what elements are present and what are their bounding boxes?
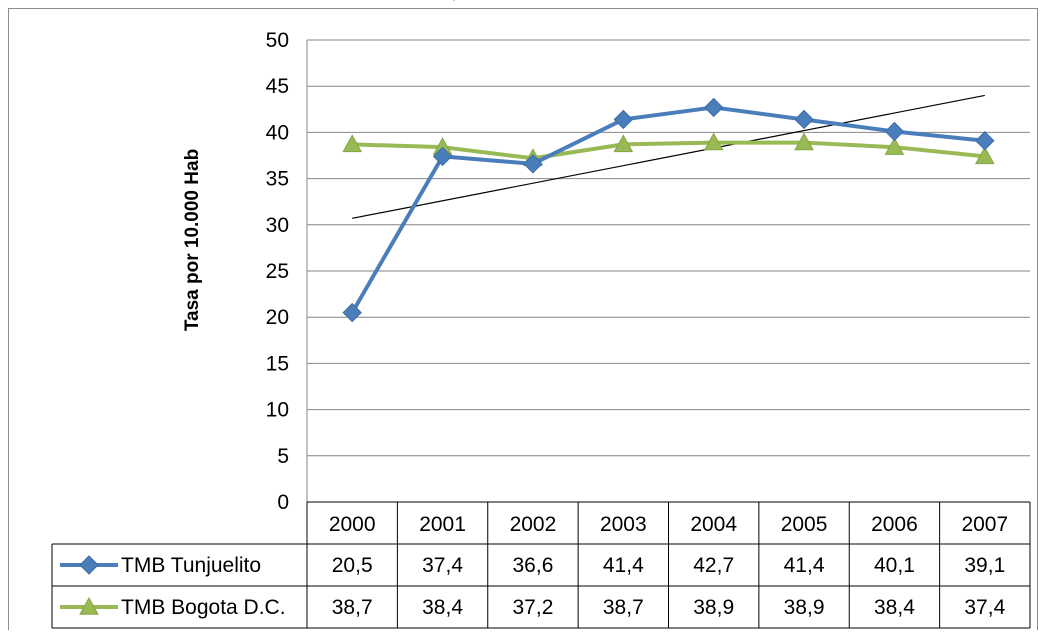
trendline bbox=[352, 94, 985, 219]
data-point bbox=[794, 132, 814, 151]
data-table: 2000 2001 2002 2003 2004 2005 2006 2007 TMB Tunj… bbox=[51, 501, 1031, 629]
data-label: 37,4 bbox=[422, 554, 463, 577]
y-tick-label: 45 bbox=[266, 75, 289, 98]
y-tick-label: 30 bbox=[266, 214, 289, 237]
x-tick-label: 2001 bbox=[419, 513, 466, 536]
x-tick-label: 2003 bbox=[600, 513, 647, 536]
legend-marker bbox=[79, 555, 99, 575]
series-0 bbox=[342, 97, 995, 323]
chart-frame bbox=[8, 8, 1038, 630]
data-label: 38,7 bbox=[332, 596, 373, 619]
data-point bbox=[342, 302, 362, 323]
data-label: 38,7 bbox=[603, 596, 644, 619]
data-point bbox=[523, 154, 543, 174]
data-label: 37,4 bbox=[964, 596, 1005, 619]
y-tick-label: 5 bbox=[277, 445, 289, 468]
x-tick-label: 2004 bbox=[690, 513, 737, 536]
data-label: 20,5 bbox=[332, 554, 373, 577]
data-point bbox=[342, 134, 363, 153]
y-tick-label: 35 bbox=[266, 168, 289, 191]
data-label: 38,4 bbox=[422, 596, 463, 619]
data-label: 42,7 bbox=[693, 554, 734, 577]
y-tick-label: 10 bbox=[266, 399, 289, 422]
data-point bbox=[794, 109, 814, 130]
header-strip bbox=[80, 0, 1044, 8]
data-point bbox=[884, 137, 905, 155]
x-tick-label: 2007 bbox=[961, 513, 1008, 536]
x-tick-label: 2006 bbox=[871, 513, 918, 536]
data-point bbox=[975, 131, 995, 151]
x-tick-label: 2005 bbox=[781, 513, 828, 536]
data-point bbox=[613, 134, 634, 153]
data-label: 39,1 bbox=[964, 554, 1005, 577]
y-tick-label: 50 bbox=[266, 29, 289, 52]
data-label: 41,4 bbox=[784, 554, 825, 577]
trendline-line bbox=[352, 94, 985, 219]
data-label: 40,1 bbox=[874, 554, 915, 577]
y-tick-label: 20 bbox=[266, 306, 289, 329]
data-point bbox=[703, 132, 724, 151]
legend-entry: TMB Tunjuelito bbox=[60, 554, 261, 577]
x-tick-label: 2000 bbox=[329, 513, 376, 536]
legend-marker bbox=[79, 596, 99, 615]
y-axis-label: Tasa por 10.000 Hab bbox=[182, 149, 203, 331]
y-tick-label: 15 bbox=[266, 352, 289, 375]
legend-label: TMB Bogota D.C. bbox=[121, 596, 286, 619]
series-line bbox=[352, 140, 986, 161]
legend-entry: TMB Bogota D.C. bbox=[60, 596, 286, 619]
data-label: 37,2 bbox=[513, 596, 554, 619]
data-point bbox=[613, 109, 634, 130]
data-label: 41,4 bbox=[603, 554, 644, 577]
y-axis-ticks: 0 5 10 15 20 25 30 35 40 45 50 bbox=[266, 29, 289, 514]
series-line bbox=[350, 105, 986, 314]
data-point bbox=[974, 146, 995, 165]
data-label: 38,9 bbox=[784, 596, 825, 619]
legend-label: TMB Tunjuelito bbox=[121, 554, 261, 577]
data-label: 36,6 bbox=[513, 554, 554, 577]
data-label: 38,9 bbox=[693, 596, 734, 619]
x-tick-label: 2002 bbox=[510, 513, 557, 536]
y-tick-label: 40 bbox=[266, 121, 289, 144]
data-label: 38,4 bbox=[874, 596, 915, 619]
y-tick-label: 25 bbox=[266, 260, 289, 283]
data-point bbox=[432, 146, 453, 167]
gridlines bbox=[306, 39, 1030, 503]
series-group bbox=[342, 97, 995, 323]
data-point bbox=[703, 97, 724, 118]
data-point bbox=[884, 121, 905, 142]
y-tick-label: 0 bbox=[277, 491, 289, 514]
